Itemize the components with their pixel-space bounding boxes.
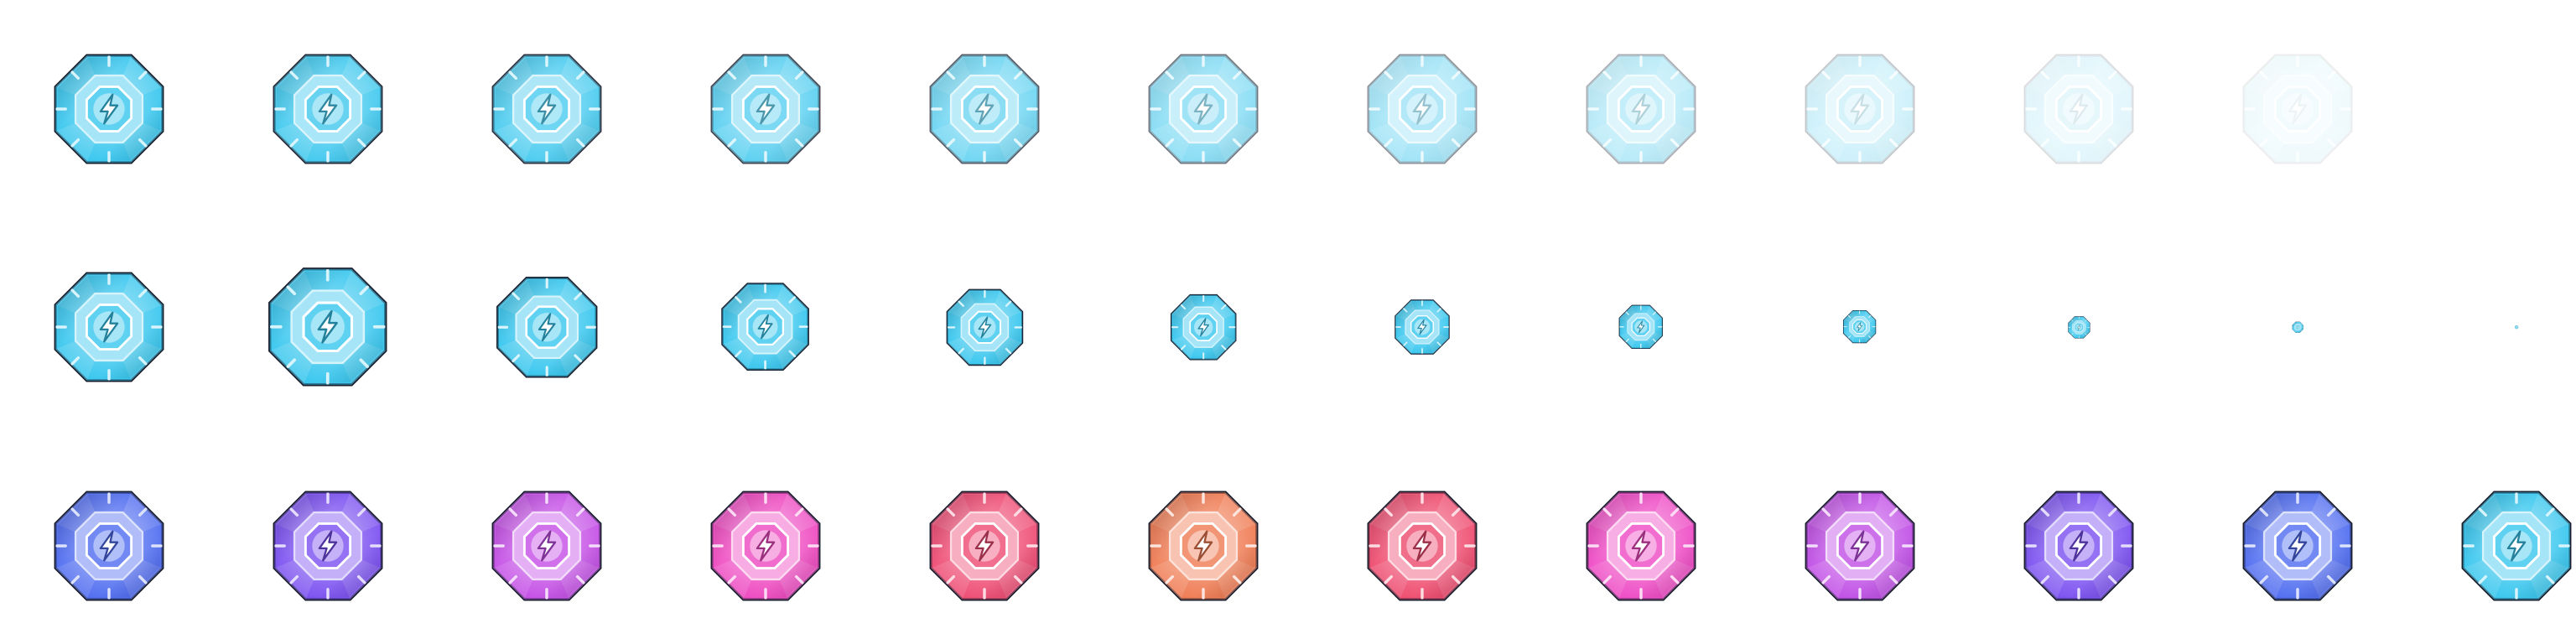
- lightning-gem-icon: [267, 486, 388, 606]
- lightning-gem-icon: [1617, 303, 1665, 351]
- lightning-gem-icon: [2018, 486, 2139, 606]
- lightning-gem-icon: [1800, 49, 1920, 169]
- lightning-gem-icon: [1392, 297, 1452, 357]
- lightning-gem-icon: [2515, 325, 2518, 329]
- lightning-gem-icon: [49, 49, 169, 169]
- lightning-gem-icon: [1800, 486, 1920, 606]
- lightning-gem-icon: [924, 49, 1045, 169]
- lightning-gem-icon: [717, 278, 813, 375]
- lightning-gem-icon: [486, 486, 607, 606]
- lightning-gem-icon: [705, 486, 826, 606]
- lightning-gem-icon: [1143, 49, 1264, 169]
- lightning-gem-icon: [2067, 315, 2091, 340]
- lightning-gem-icon: [49, 486, 169, 606]
- lightning-gem-icon: [267, 49, 388, 169]
- lightning-gem-icon: [486, 49, 607, 169]
- lightning-gem-icon: [1143, 486, 1264, 606]
- lightning-gem-icon: [924, 486, 1045, 606]
- lightning-gem-icon: [1362, 486, 1483, 606]
- lightning-gem-icon: [2292, 321, 2303, 333]
- lightning-gem-icon: [1581, 49, 1701, 169]
- lightning-gem-icon: [49, 267, 169, 387]
- lightning-gem-icon: [1167, 291, 1239, 363]
- lightning-gem-icon: [1581, 486, 1701, 606]
- lightning-gem-icon: [705, 49, 826, 169]
- lightning-gem-icon: [2456, 486, 2576, 606]
- lightning-gem-icon: [943, 285, 1027, 370]
- lightning-gem-icon: [2018, 49, 2139, 169]
- lightning-gem-icon: [262, 262, 393, 392]
- lightning-gem-icon: [1362, 49, 1483, 169]
- lightning-gem-icon: [1841, 309, 1877, 345]
- lightning-gem-icon: [2237, 49, 2358, 169]
- lightning-gem-icon: [2237, 486, 2358, 606]
- lightning-gem-icon: [491, 272, 602, 382]
